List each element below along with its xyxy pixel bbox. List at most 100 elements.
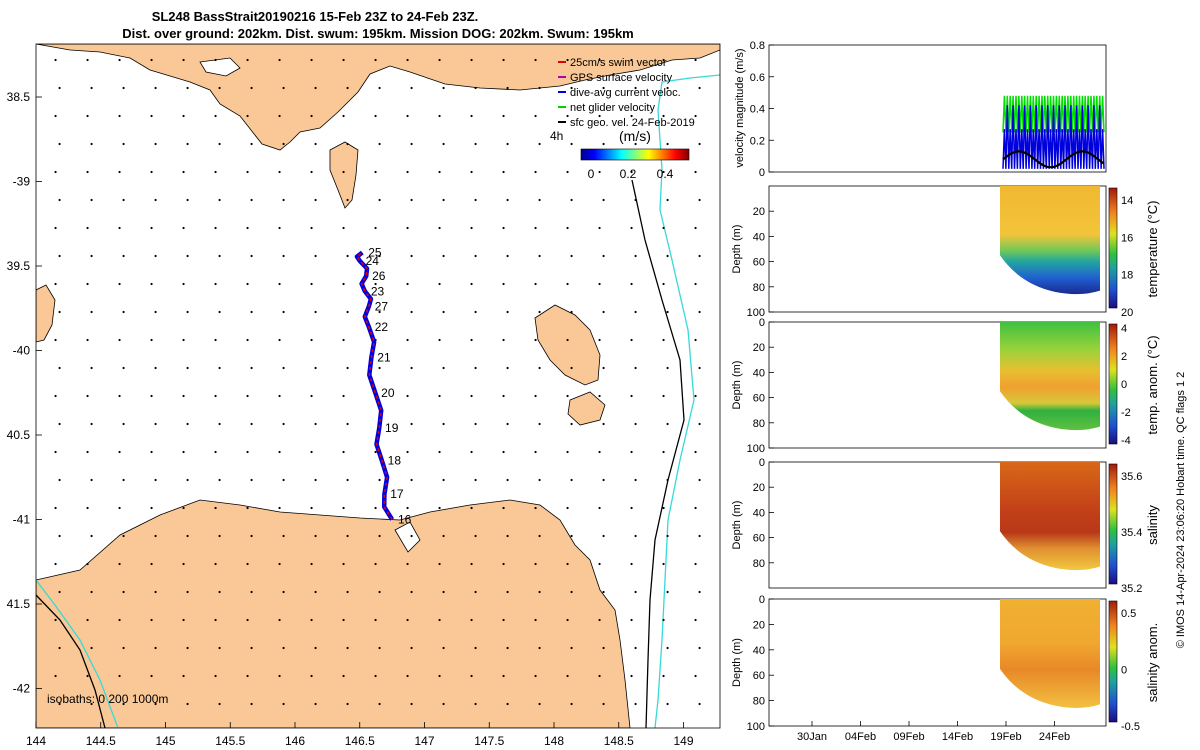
geo-vector (214, 450, 217, 454)
section-colorbar-tick: 2 (1121, 351, 1127, 363)
geo-vector (378, 590, 381, 594)
geo-vector (634, 478, 637, 482)
geo-vector (630, 226, 633, 230)
geo-vector (438, 506, 441, 510)
geo-vector (634, 366, 637, 370)
geo-vector (250, 142, 253, 146)
geo-vector (90, 590, 93, 594)
geo-vector (86, 674, 89, 678)
geo-vector (502, 58, 505, 62)
section-colorbar-tick: 0 (1121, 665, 1127, 677)
geo-vector (122, 254, 125, 258)
geo-vector (698, 86, 701, 90)
section-panel-0: 20 40 60 80 100 Depth (m) 14 16 18 20 temperature … (731, 185, 1160, 319)
geo-vector (278, 282, 281, 286)
geo-vector (566, 450, 569, 454)
legend-label-dive: dive-avg current veloc. (570, 87, 681, 99)
map-land (36, 44, 720, 728)
geo-vector (282, 534, 285, 538)
geo-vector (374, 674, 377, 678)
geo-vector (662, 506, 665, 510)
geo-vector (122, 534, 125, 538)
section-colorbar-tick: -0.5 (1121, 721, 1140, 733)
velocity-ytick-label: 0.2 (750, 135, 765, 147)
geo-vector (666, 254, 669, 258)
lat-tick-label: -40 (13, 344, 31, 358)
geo-vector (630, 394, 633, 398)
geo-vector (598, 506, 601, 510)
geo-vector (410, 142, 413, 146)
geo-vector (310, 114, 313, 118)
geo-vector (634, 646, 637, 650)
section-ytick-label: 0 (759, 317, 765, 329)
map-legend: 25cm/s swim vector GPS surface velocity … (550, 57, 695, 181)
geo-vector (342, 674, 345, 678)
geo-vector (250, 366, 253, 370)
geo-vector (534, 618, 537, 622)
geo-vector (538, 702, 541, 706)
geo-vector (250, 198, 253, 202)
geo-vector (378, 534, 381, 538)
geo-vector (442, 702, 445, 706)
geo-vector (90, 142, 93, 146)
geo-vector (502, 114, 505, 118)
geo-vector (474, 198, 477, 202)
geo-vector (154, 646, 157, 650)
tasmania (36, 499, 631, 728)
geo-vector (346, 422, 349, 426)
geo-vector (374, 170, 377, 174)
geo-vector (602, 702, 605, 706)
geo-vector (566, 674, 569, 678)
geo-vector (566, 226, 569, 230)
geo-vector (214, 58, 217, 62)
section-xtick-label: 14Feb (942, 731, 973, 743)
geo-vector (342, 226, 345, 230)
geo-vector (278, 338, 281, 342)
geo-vector (186, 702, 189, 706)
geo-vector (410, 86, 413, 90)
geo-vector (570, 422, 573, 426)
legend-label-net: net glider velocity (570, 102, 655, 114)
geo-vector (410, 310, 413, 314)
geo-vector (346, 646, 349, 650)
title-line2: Dist. over ground: 202km. Dist. swum: 19… (122, 26, 634, 41)
geo-vector (374, 562, 377, 566)
section-ytick-label: 20 (753, 342, 765, 354)
geo-vector (246, 58, 249, 62)
isobath-1000 (631, 179, 685, 728)
section-data (1000, 186, 1100, 295)
geo-vector (502, 562, 505, 566)
section-ytick-label: 100 (747, 307, 765, 319)
section-xtick-label: 30Jan (797, 731, 827, 743)
geo-vector (346, 198, 349, 202)
geo-vector (438, 58, 441, 62)
geo-vector (438, 338, 441, 342)
geo-vector (342, 506, 345, 510)
geo-vector (250, 478, 253, 482)
geo-vector (58, 366, 61, 370)
geo-vector (534, 562, 537, 566)
geo-vector (346, 590, 349, 594)
legend-item-sfc: sfc geo. vel. 24-Feb-2019 (558, 117, 695, 129)
lon-tick-label: 145.5 (215, 734, 245, 748)
geo-vector (602, 646, 605, 650)
geo-vector (698, 366, 701, 370)
geo-vector (54, 226, 57, 230)
geo-vector (602, 310, 605, 314)
geo-vector (694, 282, 697, 286)
geo-vector (506, 142, 509, 146)
geo-vector (634, 590, 637, 594)
geo-vector (538, 534, 541, 538)
section-colorbar-label: salinity anom. (1145, 623, 1160, 702)
geo-vector (502, 226, 505, 230)
section-colorbar-tick: -4 (1121, 435, 1131, 447)
geo-vector (58, 534, 61, 538)
geo-vector (570, 646, 573, 650)
section-ytick-label: 60 (753, 533, 765, 545)
geo-vector (662, 394, 665, 398)
geo-vector (566, 394, 569, 398)
geo-vector (186, 254, 189, 258)
geo-vector (154, 590, 157, 594)
cape-barren-island (567, 391, 606, 426)
geo-vector (634, 310, 637, 314)
